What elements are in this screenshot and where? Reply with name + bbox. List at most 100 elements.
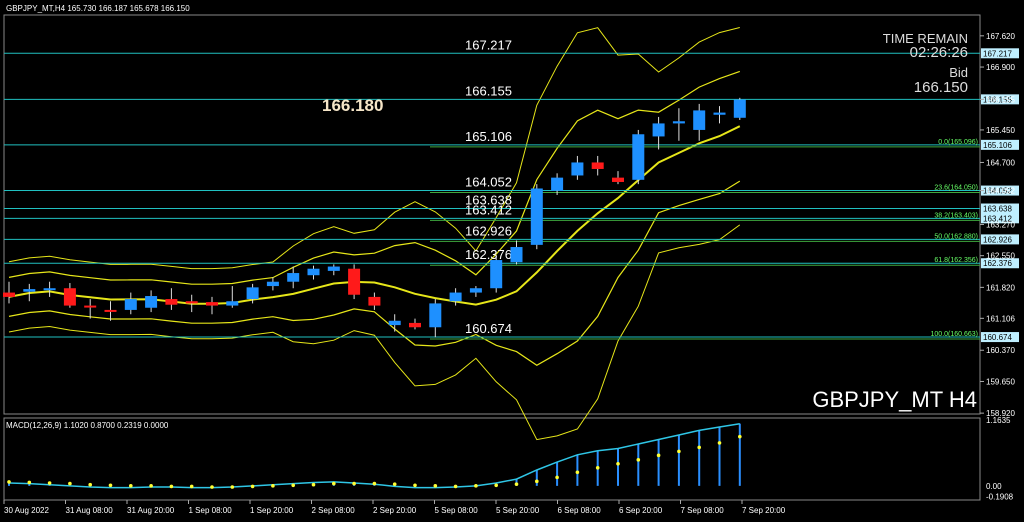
time-remain-value: 02:26:26 <box>910 44 968 61</box>
macd-signal-dot <box>47 481 52 485</box>
macd-signal-dot <box>68 481 72 486</box>
level-label: 163.412 <box>465 202 512 217</box>
candle-body <box>388 320 401 326</box>
x-tick-label: 7 Sep 08:00 <box>681 506 725 515</box>
horizontal-levels: 167.217 167.217 166.155 166.155 165.106 165.1… <box>4 37 1019 343</box>
level-label: 166.155 <box>465 83 512 98</box>
candle-body <box>368 296 381 306</box>
macd-signal-dot <box>189 484 194 489</box>
fib-label: 23.6(164.050) <box>934 185 978 192</box>
candle-body <box>104 309 117 312</box>
level-tag: 163.638 <box>983 205 1012 214</box>
bid-label: Bid <box>949 65 968 80</box>
candle-body <box>652 123 665 137</box>
x-tick-label: 7 Sep 20:00 <box>742 506 786 515</box>
upper-band <box>8 70 741 285</box>
x-tick-label: 31 Aug 08:00 <box>66 506 114 515</box>
macd-signal-dot <box>413 483 417 488</box>
macd-signal-dot <box>575 470 580 475</box>
x-tick-label: 6 Sep 08:00 <box>558 506 602 515</box>
y-tick-label: 167.620 <box>986 32 1015 41</box>
macd-signal-dot <box>88 482 92 487</box>
candle-body <box>693 110 706 130</box>
macd-signal-dot <box>332 481 336 486</box>
chart-header: GBPJPY_MT,H4 165.730 166.187 165.678 166… <box>6 4 190 13</box>
fib-label: 100.0(160.663) <box>931 331 978 338</box>
candle-body <box>23 289 36 292</box>
level-tag: 162.376 <box>983 259 1012 268</box>
level-tag: 160.674 <box>983 333 1012 342</box>
candle-body <box>551 177 564 191</box>
level-tag: 164.052 <box>983 187 1012 196</box>
outer-lower-band <box>8 224 741 441</box>
x-tick-label: 5 Sep 08:00 <box>435 506 479 515</box>
fib-label: 61.8(162.356) <box>934 257 978 264</box>
level-label: 165.106 <box>465 129 512 144</box>
level-label: 163.638 <box>465 193 512 208</box>
macd-signal-dot <box>595 465 600 470</box>
y-tick-label: 162.550 <box>986 252 1015 261</box>
x-tick-label: 31 Aug 20:00 <box>127 506 175 515</box>
y-tick-label: 165.450 <box>986 126 1015 135</box>
symbol-watermark: GBPJPY_MT H4 <box>812 387 977 412</box>
candle-body <box>84 305 97 308</box>
macd-axis-label: 1.1635 <box>986 416 1011 425</box>
macd-signal-dot <box>291 483 296 488</box>
level-label: 160.674 <box>465 321 512 336</box>
candle-body <box>3 292 15 297</box>
y-tick-label: 161.820 <box>986 283 1015 292</box>
macd-signal-dot <box>717 441 722 445</box>
y-tick-label: 166.155 <box>986 95 1015 104</box>
level-tag-box <box>981 213 1019 224</box>
macd-signal-dot <box>453 484 458 489</box>
macd-signal-dot <box>149 484 153 488</box>
macd-signal-dot <box>7 480 11 484</box>
y-tick-label: 161.106 <box>986 314 1015 323</box>
candle-body <box>206 302 218 306</box>
macd-signal-dot <box>27 480 32 485</box>
big-price-label: 166.180 <box>322 96 383 115</box>
macd-signal-dot <box>555 475 559 480</box>
macd-signal-dot <box>108 483 113 488</box>
macd-axis-label: 0.00 <box>986 482 1002 491</box>
y-tick-label: 159.650 <box>986 377 1015 386</box>
macd-label: MACD(12,26,9) 1.1020 0.8700 0.2319 0.000… <box>6 421 169 430</box>
candle-body <box>429 303 442 328</box>
macd-signal-dot <box>636 458 641 462</box>
level-tag-box <box>981 185 1019 196</box>
x-tick-label: 5 Sep 20:00 <box>496 506 540 515</box>
macd-panel: 1.1635 0.00 -0.1908 <box>7 416 1014 502</box>
y-tick-label: 160.370 <box>986 346 1015 355</box>
x-tick-label: 2 Sep 20:00 <box>373 506 417 515</box>
macd-signal-dot <box>352 481 356 486</box>
outer-upper-band <box>8 27 740 270</box>
level-tag-box <box>981 94 1019 105</box>
macd-signal-dot <box>169 484 174 489</box>
macd-frame <box>3 417 981 501</box>
grid-layer <box>3 14 981 501</box>
level-label: 162.376 <box>465 247 512 262</box>
candle-body <box>165 299 178 305</box>
x-tick-label: 6 Sep 20:00 <box>619 506 663 515</box>
level-tag-box <box>981 332 1019 343</box>
level-tag-box <box>981 203 1019 214</box>
axes: 167.620 166.900 166.155 165.450 164.700 164.0… <box>3 32 1015 515</box>
macd-signal-dot <box>230 485 235 489</box>
macd-signal-dot <box>372 481 377 486</box>
candle-body <box>287 273 300 282</box>
candle-body <box>530 188 543 245</box>
candle-body <box>124 299 137 310</box>
macd-signal-dot <box>677 449 681 454</box>
fib-label: 38.2(163.403) <box>934 212 978 219</box>
macd-axis-label: -0.1908 <box>986 493 1014 502</box>
candle-body <box>307 268 320 276</box>
candle-body <box>591 162 604 169</box>
candle-body <box>632 134 645 180</box>
x-tick-label: 1 Sep 20:00 <box>250 506 294 515</box>
macd-signal-dot <box>250 484 255 489</box>
macd-signal-dot <box>392 482 397 486</box>
level-tag-box <box>981 48 1019 59</box>
candle-body <box>409 322 421 328</box>
level-label: 164.052 <box>465 175 512 190</box>
